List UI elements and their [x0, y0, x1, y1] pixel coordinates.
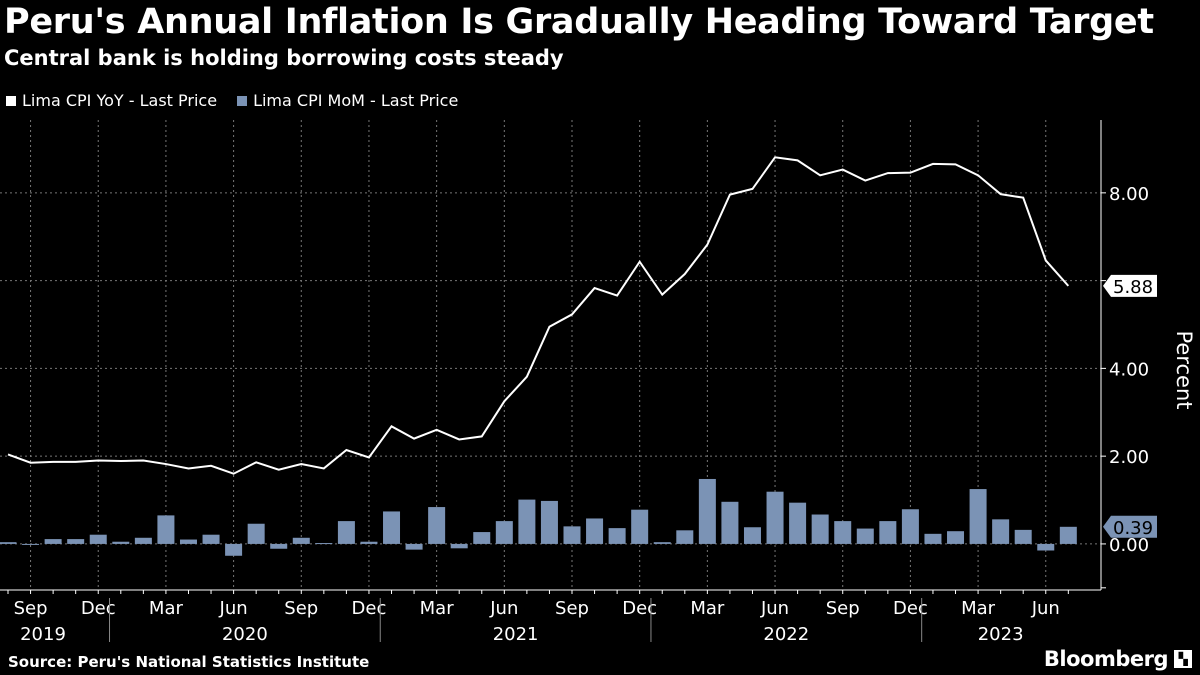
bar-mom: [157, 515, 175, 544]
last-value-yoy: 5.88: [1113, 277, 1153, 298]
bar-mom: [202, 534, 220, 544]
x-tick-label: Mar: [149, 598, 184, 619]
bar-mom: [315, 543, 333, 545]
x-year-label: 2020: [222, 624, 268, 645]
bar-mom: [563, 526, 581, 544]
y-tick-label: 0.00: [1109, 535, 1149, 556]
bar-mom: [631, 509, 649, 544]
bar-mom: [112, 541, 130, 544]
x-year-label: 2021: [493, 624, 539, 645]
bar-mom: [698, 478, 716, 544]
bloomberg-logo-text: Bloomberg: [1043, 647, 1169, 671]
last-value-yoy-box: [1103, 274, 1157, 297]
bar-mom: [811, 514, 829, 544]
bar-mom: [383, 511, 401, 544]
bar-mom: [405, 543, 423, 550]
bar-mom: [1037, 543, 1055, 551]
bar-mom: [67, 539, 85, 544]
y-tick-label: 2.00: [1109, 447, 1149, 468]
bar-mom: [292, 537, 310, 544]
x-tick-label: Sep: [555, 598, 589, 619]
chart-subtitle: Central bank is holding borrowing costs …: [4, 46, 564, 70]
y-tick-label: 4.00: [1109, 359, 1149, 380]
bar-mom: [473, 532, 491, 544]
x-tick-label: Mar: [420, 598, 455, 619]
legend-item-mom: Lima CPI MoM - Last Price: [237, 91, 458, 110]
bar-mom: [179, 539, 197, 544]
bloomberg-logo: Bloomberg ▚: [1044, 647, 1192, 671]
y-tick-label: 8.00: [1109, 184, 1149, 205]
bar-mom: [540, 500, 558, 544]
bar-mom: [743, 527, 761, 544]
bloomberg-logo-icon: ▚: [1174, 650, 1192, 668]
x-tick-label: Dec: [352, 598, 387, 619]
bar-mom: [586, 518, 604, 544]
source-note: Source: Peru's National Statistics Insti…: [8, 653, 370, 671]
bar-mom: [992, 519, 1010, 544]
bar-mom: [337, 521, 355, 544]
bar-mom: [924, 533, 942, 544]
x-tick-label: Jun: [760, 598, 789, 619]
chart-title: Peru's Annual Inflation Is Gradually Hea…: [4, 2, 1154, 42]
x-year-label: 2019: [20, 624, 66, 645]
x-tick-label: Sep: [826, 598, 860, 619]
bar-mom: [89, 534, 107, 544]
bar-mom: [901, 509, 919, 544]
bar-mom: [134, 537, 152, 544]
x-year-label: 2023: [978, 624, 1024, 645]
bar-mom: [518, 499, 536, 544]
x-year-label: 2022: [763, 624, 809, 645]
bar-mom: [360, 541, 378, 544]
legend-swatch-mom: [237, 95, 248, 106]
bar-mom: [608, 528, 626, 544]
x-tick-label: Dec: [893, 598, 928, 619]
bar-mom: [721, 501, 739, 544]
bar-mom: [0, 542, 17, 544]
line-yoy: [7, 156, 1070, 475]
bar-mom: [450, 543, 468, 549]
x-tick-label: Jun: [1031, 598, 1060, 619]
x-tick-label: Dec: [81, 598, 116, 619]
bar-mom: [947, 531, 965, 544]
x-tick-label: Jun: [219, 598, 248, 619]
x-tick-label: Mar: [961, 598, 996, 619]
bar-mom: [428, 507, 446, 544]
last-value-mom-box: [1103, 515, 1157, 538]
x-tick-label: Sep: [14, 598, 48, 619]
bar-mom: [247, 523, 265, 544]
x-tick-label: Mar: [690, 598, 725, 619]
legend: Lima CPI YoY - Last Price Lima CPI MoM -…: [6, 91, 458, 110]
bar-mom: [270, 543, 288, 549]
x-tick-label: Dec: [622, 598, 657, 619]
bar-mom: [969, 489, 987, 544]
bar-mom: [789, 502, 807, 544]
y-axis-label: Percent: [1172, 330, 1196, 409]
bar-mom: [766, 491, 784, 544]
bar-mom: [44, 539, 62, 544]
legend-label-yoy: Lima CPI YoY - Last Price: [22, 91, 218, 110]
x-tick-label: Jun: [489, 598, 518, 619]
legend-label-mom: Lima CPI MoM - Last Price: [253, 91, 459, 110]
bar-mom: [225, 543, 243, 556]
bar-mom: [653, 542, 671, 544]
x-tick-label: Sep: [284, 598, 318, 619]
bar-mom: [856, 528, 874, 544]
bar-mom: [834, 521, 852, 544]
bar-mom: [676, 530, 694, 544]
bar-mom: [1059, 526, 1077, 544]
last-value-mom: 0.39: [1113, 518, 1153, 539]
bar-mom: [495, 521, 513, 544]
legend-swatch-yoy: [6, 95, 16, 106]
legend-item-yoy: Lima CPI YoY - Last Price: [6, 91, 217, 110]
bar-mom: [22, 543, 40, 545]
bar-mom: [1014, 529, 1032, 544]
bar-mom: [879, 521, 897, 544]
